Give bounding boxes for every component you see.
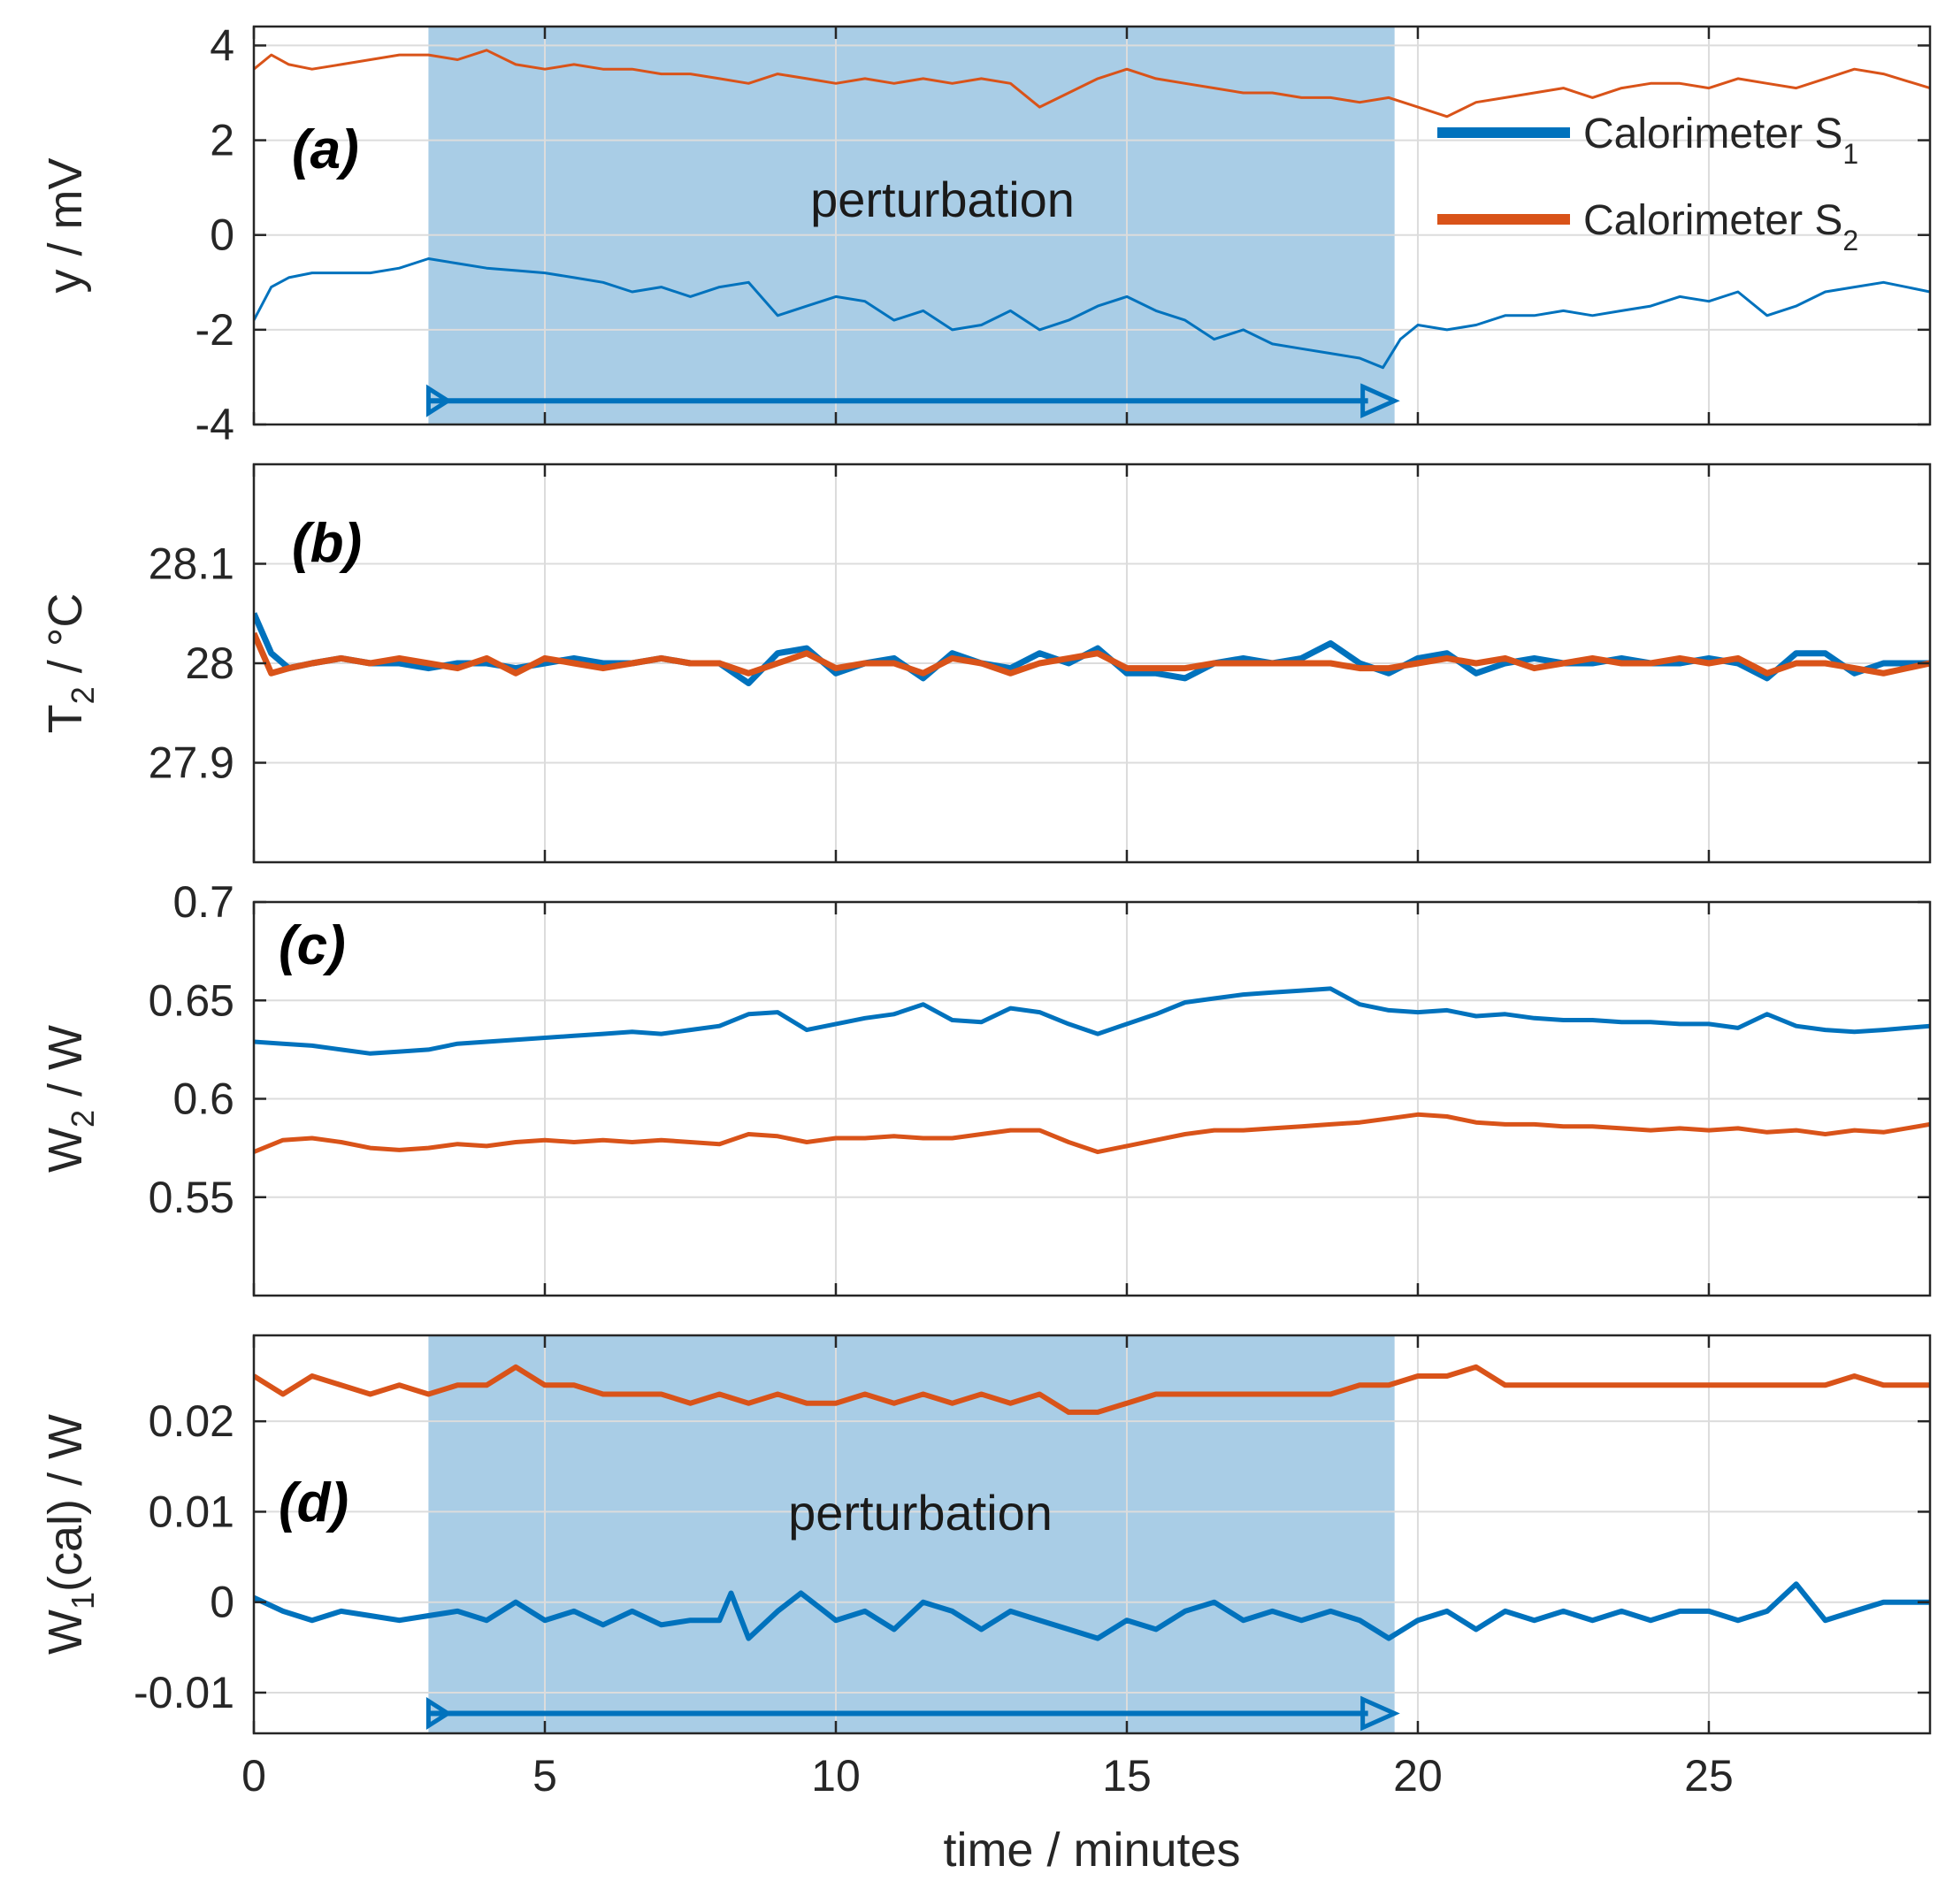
y-tick-label: 28: [185, 638, 234, 688]
y-axis-label: y / mV: [39, 157, 92, 293]
panel-tag: (b): [292, 513, 362, 574]
y-axis-label: W2 / W: [39, 1025, 101, 1173]
y-tick-label: 2: [210, 116, 234, 165]
legend-label-s2: Calorimeter S2: [1583, 197, 1858, 256]
y-tick-label: -4: [195, 400, 234, 449]
axes-box: [252, 1334, 1932, 1735]
y-tick-label: 0.02: [149, 1396, 234, 1446]
series-line-s2: [254, 49, 1930, 119]
series-line-s1: [254, 257, 1930, 370]
x-tick-label: 15: [1102, 1751, 1152, 1801]
panel-b: 27.9 28 28.1 (b) T2 / °C: [39, 463, 1932, 864]
perturbation-label: perturbation: [788, 1485, 1053, 1541]
series-line-s2: [254, 631, 1930, 677]
perturbation-label: perturbation: [810, 172, 1075, 227]
panel-tag: (d): [279, 1472, 348, 1533]
panel-a: perturbation -4 -2 0 2 4 (a) y / mV: [39, 20, 1932, 449]
y-axis-label: T2 / °C: [39, 593, 101, 734]
y-axis-label: W1(cal) / W: [39, 1414, 101, 1655]
y-tick-label: 0.65: [149, 975, 234, 1025]
perturbation-region: [428, 1335, 1395, 1733]
series-line-s2: [254, 1364, 1930, 1415]
y-tick-label: 0.6: [172, 1074, 234, 1124]
y-tick-label: 0.55: [149, 1173, 234, 1222]
x-tick-label: 25: [1684, 1751, 1734, 1801]
y-tick-label: 0: [210, 210, 234, 260]
axes-box: [252, 25, 1932, 426]
perturbation-arrow: [425, 1695, 1400, 1732]
panel-tag: (a): [292, 119, 359, 180]
series-line-s1: [254, 1581, 1930, 1641]
panel-d: perturbation -0.01 0 0.01 0.02 (d) W1(cal) / W: [39, 1334, 1932, 1735]
y-tick-label: 28.1: [149, 539, 234, 589]
y-tick-label: 0: [210, 1578, 234, 1627]
x-axis-label: time / minutes: [943, 1824, 1240, 1877]
x-tick-label: 0: [241, 1751, 266, 1801]
panel-tag: (c): [279, 915, 346, 976]
panel-c: 0.55 0.6 0.65 0.7 (c) W2 / W: [39, 877, 1932, 1297]
series-line-s2: [254, 1112, 1930, 1155]
legend: Calorimeter S1 Calorimeter S2: [1437, 111, 1858, 256]
y-tick-label: 0.7: [172, 877, 234, 927]
x-tick-label: 10: [811, 1751, 861, 1801]
y-tick-label: -0.01: [134, 1668, 234, 1717]
y-tick-label: -2: [195, 305, 234, 355]
y-tick-label: 0.01: [149, 1487, 234, 1536]
perturbation-arrow: [425, 383, 1400, 419]
x-tick-label: 5: [532, 1751, 557, 1801]
series-line-s1: [254, 986, 1930, 1056]
perturbation-region: [428, 27, 1395, 424]
legend-label-s1: Calorimeter S1: [1583, 111, 1858, 170]
y-tick-label: 4: [210, 20, 234, 70]
y-tick-label: 27.9: [149, 738, 234, 788]
x-tick-label: 20: [1393, 1751, 1443, 1801]
